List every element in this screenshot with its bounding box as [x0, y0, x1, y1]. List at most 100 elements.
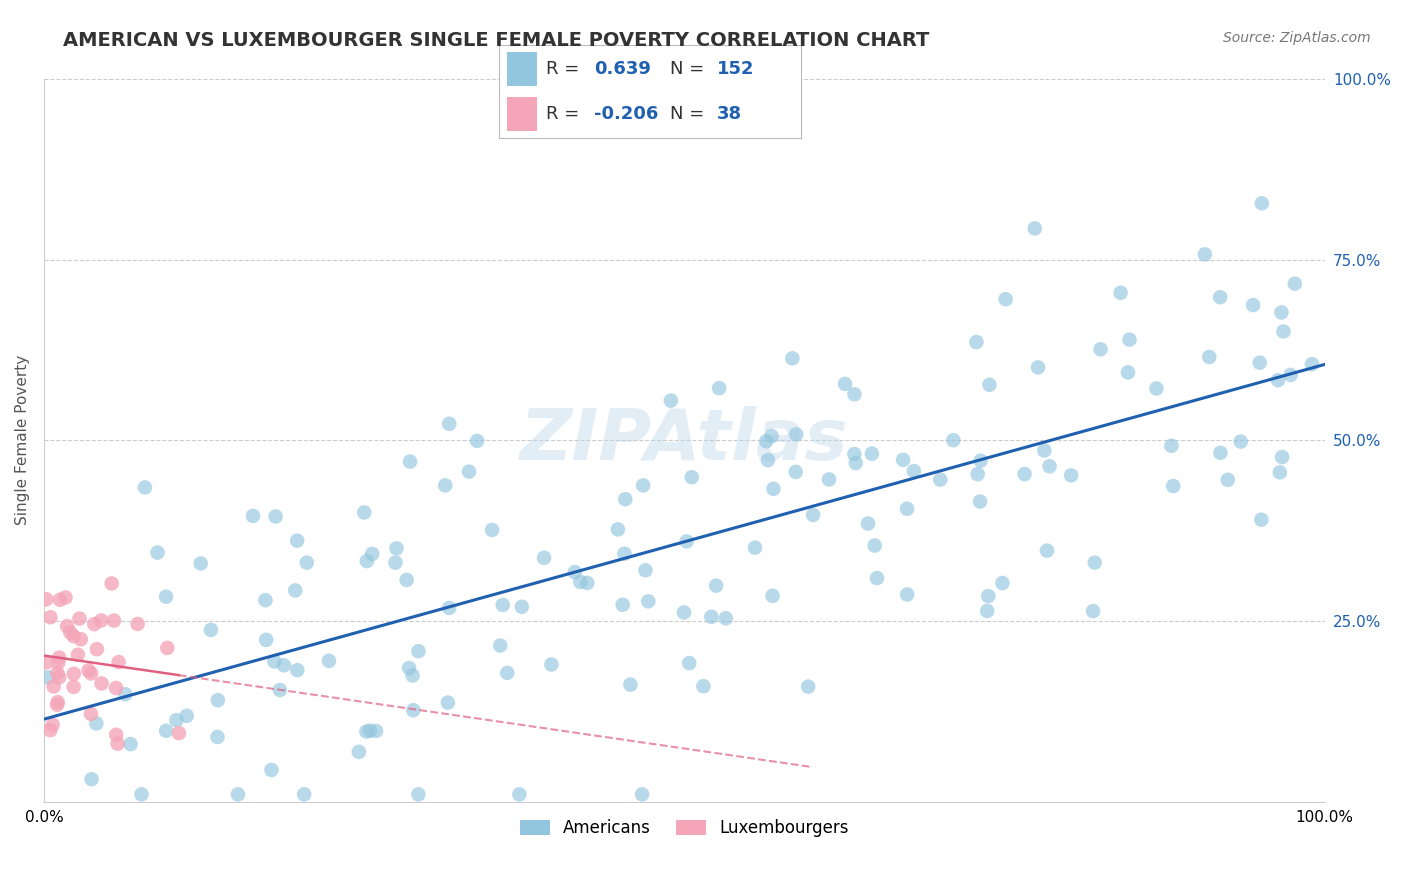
Point: [69, 611, 91, 625]
Point: [359, 723, 381, 738]
Point: [59, 625, 82, 640]
Point: [90, 676, 112, 690]
Point: [755, 434, 778, 449]
Point: [903, 464, 925, 478]
Point: [785, 465, 807, 479]
Point: [408, 644, 430, 658]
Point: [285, 663, 308, 677]
Point: [1271, 450, 1294, 464]
Point: [69, 632, 91, 647]
Point: [492, 598, 515, 612]
Point: [39, 610, 62, 624]
Point: [1250, 196, 1272, 211]
Point: [62, 680, 84, 694]
Point: [269, 683, 291, 698]
Point: [63, 666, 86, 681]
Point: [761, 429, 783, 443]
Point: [1194, 247, 1216, 261]
Point: [700, 609, 723, 624]
Point: [1081, 604, 1104, 618]
FancyBboxPatch shape: [506, 97, 537, 131]
Point: [401, 668, 423, 682]
Point: [80, 772, 103, 787]
Point: [1209, 290, 1232, 304]
Point: [200, 623, 222, 637]
Text: 152: 152: [717, 60, 754, 78]
Point: [395, 573, 418, 587]
Point: [969, 494, 991, 508]
Point: [564, 565, 586, 579]
Point: [80, 666, 103, 681]
Point: [263, 654, 285, 668]
Point: [681, 470, 703, 484]
Point: [264, 509, 287, 524]
Point: [46, 698, 69, 712]
Point: [127, 617, 149, 632]
Point: [165, 713, 187, 727]
Point: [994, 292, 1017, 306]
Text: 38: 38: [717, 105, 742, 123]
Point: [37, 670, 59, 684]
Point: [834, 376, 856, 391]
Point: [1144, 382, 1167, 396]
Point: [356, 724, 378, 739]
Point: [292, 788, 315, 802]
Point: [801, 508, 824, 522]
Point: [533, 550, 555, 565]
Point: [977, 589, 1000, 603]
Point: [714, 611, 737, 625]
Point: [1060, 468, 1083, 483]
Point: [1229, 434, 1251, 449]
Point: [969, 453, 991, 467]
Point: [860, 447, 883, 461]
Point: [508, 788, 530, 802]
Point: [86, 642, 108, 657]
Point: [631, 478, 654, 492]
Point: [966, 467, 988, 482]
Point: [965, 334, 987, 349]
Point: [273, 658, 295, 673]
Point: [155, 590, 177, 604]
Point: [1279, 368, 1302, 382]
Point: [1014, 467, 1036, 481]
Point: [56, 619, 79, 633]
Point: [818, 473, 841, 487]
Point: [284, 583, 307, 598]
Point: [896, 587, 918, 601]
Point: [762, 482, 785, 496]
Point: [704, 579, 727, 593]
Point: [1249, 356, 1271, 370]
Point: [631, 788, 654, 802]
Point: [105, 728, 128, 742]
Point: [1084, 556, 1107, 570]
Point: [1109, 285, 1132, 300]
Point: [1090, 343, 1112, 357]
Text: 0.639: 0.639: [595, 60, 651, 78]
Point: [347, 745, 370, 759]
Point: [408, 788, 430, 802]
Point: [1038, 459, 1060, 474]
Point: [46, 665, 69, 680]
Point: [100, 576, 122, 591]
Point: [634, 563, 657, 577]
Point: [439, 417, 461, 431]
Point: [844, 387, 866, 401]
Point: [384, 556, 406, 570]
Point: [866, 571, 889, 585]
Text: N =: N =: [669, 105, 710, 123]
Point: [364, 723, 387, 738]
Point: [465, 434, 488, 448]
Point: [489, 639, 512, 653]
Point: [929, 473, 952, 487]
Point: [1270, 305, 1292, 319]
Point: [131, 788, 153, 802]
Point: [190, 557, 212, 571]
Point: [756, 453, 779, 467]
Point: [49, 592, 72, 607]
Point: [437, 600, 460, 615]
Point: [1209, 446, 1232, 460]
Legend: Americans, Luxembourgers: Americans, Luxembourgers: [513, 813, 855, 844]
Text: N =: N =: [669, 60, 710, 78]
Point: [285, 533, 308, 548]
Point: [744, 541, 766, 555]
